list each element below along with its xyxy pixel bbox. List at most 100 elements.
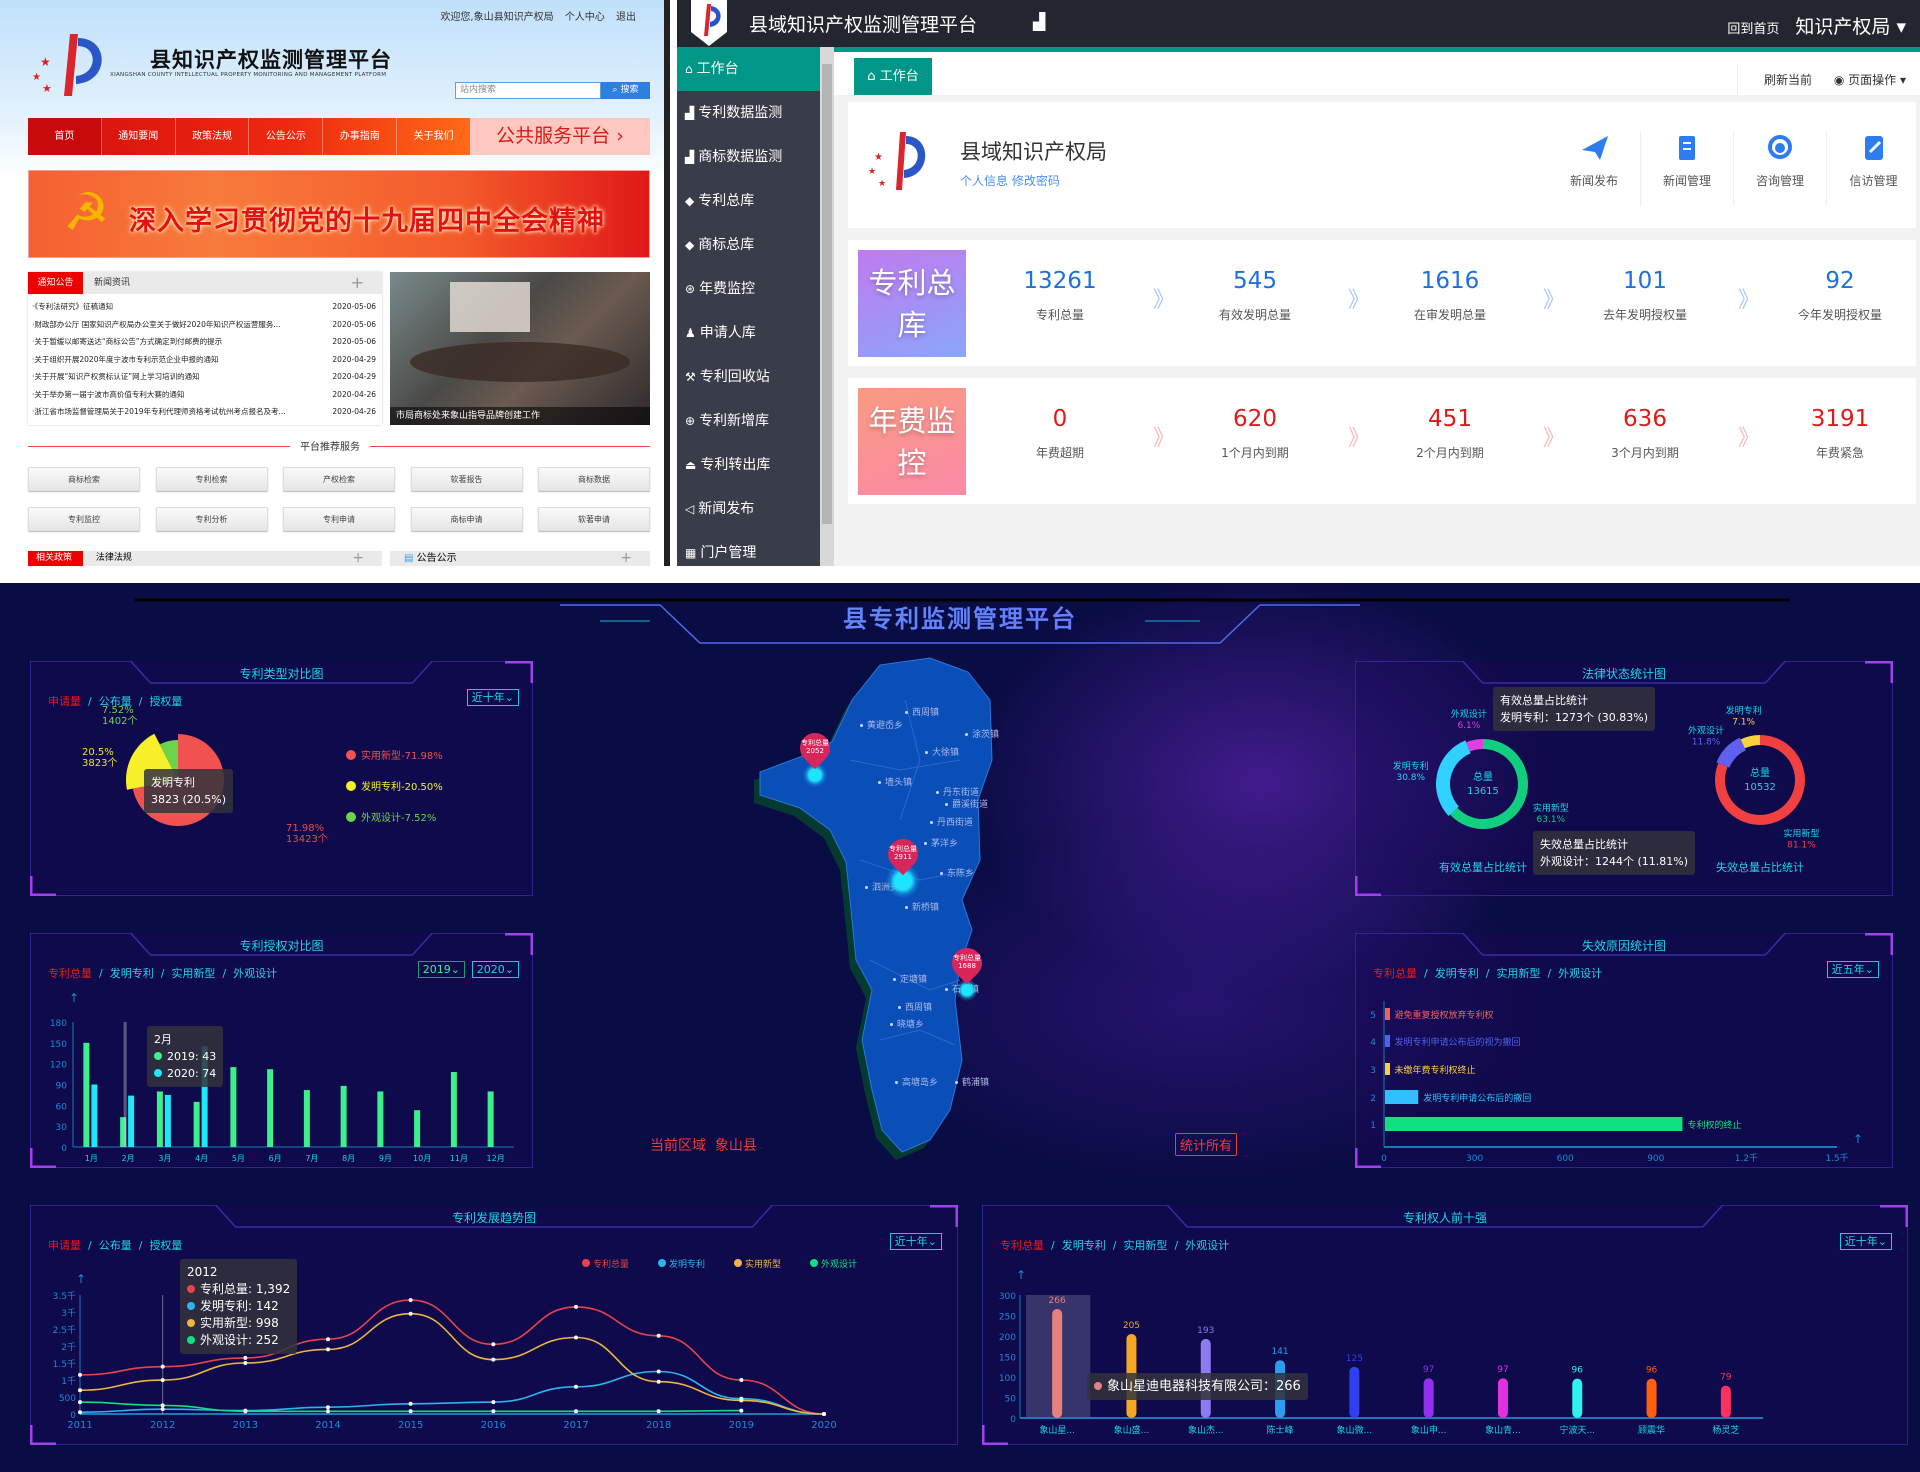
map-place-label[interactable]: 黄避岙乡 [860,718,903,731]
range-select[interactable]: 近十年⌄ [889,1233,942,1250]
stat-all-button[interactable]: 统计所有 [1175,1133,1238,1156]
nav-policy[interactable]: 政策法规 [176,118,250,155]
chart-tab[interactable]: 申请量 [48,695,81,708]
news-item[interactable]: ·《专利法研究》征稿通知 2020-05-06 [28,298,382,316]
bar[interactable] [193,1101,200,1147]
data-point[interactable] [491,1400,496,1405]
chart-tab[interactable]: 实用新型 [1123,1239,1168,1252]
stat-item[interactable]: 0 年费超期 [985,406,1135,461]
map-place-label[interactable]: 西周镇 [905,705,939,718]
bar[interactable] [230,1067,237,1147]
stat-item[interactable]: 451 2个月内到期 [1375,406,1525,461]
nav-home[interactable]: 首页 [28,118,102,155]
nav-about[interactable]: 关于我们 [413,131,454,142]
bar[interactable] [128,1095,135,1147]
nav-notice[interactable]: 公告公示 [249,118,324,155]
map-place-label[interactable]: 丹西街道 [930,815,973,828]
sidebar-item[interactable]: ⏏ 专利转出库 [677,443,820,487]
data-point[interactable] [326,1337,330,1342]
map-pin[interactable]: 专利总量 1688 [945,941,989,986]
news-item[interactable]: ·财政部办公厅 国家知识产权局办公室关于做好2020年知识产权运营服务... 20… [28,316,382,334]
chart-tab[interactable]: 授权量 [149,695,183,708]
data-point[interactable] [656,1369,661,1374]
sidebar-item[interactable]: ⊕ 专利新增库 [677,399,820,443]
data-point[interactable] [408,1401,413,1406]
data-point[interactable] [491,1357,496,1362]
data-point[interactable] [574,1384,578,1389]
map-place-label[interactable]: 新桥镇 [905,900,939,913]
sidebar-item[interactable]: ⚒ 专利回收站 [677,355,820,399]
bar[interactable] [1385,1090,1419,1104]
range-select[interactable]: 近五年⌄ [1826,961,1879,978]
more-plus-icon[interactable]: + [350,273,364,292]
data-point[interactable] [243,1361,248,1365]
sidebar-item[interactable]: ◆ 商标总库 [677,223,820,267]
data-point[interactable] [160,1407,165,1412]
news-item[interactable]: ·关于举办第一届宁波市高价值专利大赛的通知 2020-04-26 [28,386,382,404]
map-place-label[interactable]: 涂茨镇 [965,727,999,740]
data-point[interactable] [326,1409,330,1414]
data-point[interactable] [574,1409,578,1414]
donut-slice[interactable] [1466,739,1484,752]
back-home-link[interactable]: 回到首页 [1727,22,1780,37]
quick-news-manage-button[interactable]: 新闻管理 [1641,132,1734,206]
data-point[interactable] [656,1379,661,1384]
service-button[interactable]: 软著报告 [410,467,523,491]
map-pin[interactable]: 专利总量 2911 [881,832,925,877]
quick-consult-manage-button[interactable]: 咨询管理 [1734,132,1827,206]
bar[interactable] [303,1090,310,1147]
chart-tab[interactable]: 外观设计 [233,967,278,980]
profile-links[interactable]: 个人信息 修改密码 [960,174,1060,188]
bar[interactable] [164,1094,171,1147]
series-line[interactable] [79,1370,825,1415]
sidebar-item[interactable]: ⊛ 年费监控 [677,267,820,311]
stat-item[interactable]: 1616 在审发明总量 [1375,268,1525,323]
news-item[interactable]: ·关于组织开展2020年度宁波市专利示范企业申报的通知 2020-04-29 [28,351,382,369]
bar[interactable] [1720,1385,1731,1418]
service-button[interactable]: 商标数据 [538,467,650,491]
chart-tab[interactable]: 外观设计 [1558,967,1603,980]
data-point[interactable] [78,1410,82,1415]
data-point[interactable] [574,1304,578,1309]
tab-notices[interactable]: 通知公告 [28,272,83,294]
data-point[interactable] [491,1409,496,1414]
patent-library-tile[interactable]: 专利总库 [858,250,966,357]
chart-tab[interactable]: 发明专利 [1061,1239,1106,1252]
data-point[interactable] [491,1342,496,1347]
data-point[interactable] [326,1405,330,1410]
chart-tab[interactable]: 专利总量 [48,967,92,980]
map-pin[interactable]: 专利总量 2052 [793,726,837,771]
nav-news[interactable]: 通知要闻 [102,118,176,155]
quick-petition-manage-button[interactable]: 信访管理 [1827,132,1920,206]
bar[interactable] [414,1110,421,1147]
banner[interactable]: ☭ 深入学习贯彻党的十九届四中全会精神 [28,170,650,258]
user-menu[interactable]: 知识产权局 ▾ [1795,16,1906,38]
more-plus-icon[interactable]: + [620,550,632,566]
bar[interactable] [201,1046,208,1147]
service-button[interactable]: 专利检索 [155,467,268,491]
nav-guide[interactable]: 办事指南 [323,118,398,155]
tab-related-policy[interactable]: 相关政策 [28,551,83,566]
legend-entry[interactable]: 外观设计-7.52% [361,811,436,824]
range-select[interactable]: 近十年⌄ [466,689,519,706]
bar[interactable] [91,1084,98,1148]
legend-entry[interactable]: 实用新型-71.98% [361,749,443,762]
service-button[interactable]: 专利分析 [155,507,268,531]
sidebar-item[interactable]: ◁ 新闻发布 [677,487,820,531]
sidebar-item[interactable]: ◆ 专利总库 [677,179,820,223]
search-button[interactable]: ⌕ 搜索 [601,82,650,99]
data-point[interactable] [822,1412,826,1416]
legend-entry[interactable]: 发明专利-20.50% [361,780,443,793]
news-item[interactable]: ·浙江省市场监督管理局关于2019年专利代理师资格考试杭州考点报名及考... 20… [28,403,382,421]
bar[interactable] [156,1091,163,1147]
data-point[interactable] [656,1333,661,1338]
legend-entry[interactable]: 专利总量 [593,1258,629,1270]
chart-tab[interactable]: 实用新型 [171,967,216,980]
sidebar-item[interactable]: ▟ 商标数据监测 [677,135,820,179]
bar[interactable] [1646,1378,1657,1418]
logout-link[interactable]: 退出 [616,12,636,23]
data-point[interactable] [78,1400,82,1405]
map-place-label[interactable]: 晓塘乡 [890,1017,924,1030]
sidebar-item[interactable]: ▟ 专利数据监测 [677,91,820,135]
bar[interactable] [1385,1117,1683,1131]
